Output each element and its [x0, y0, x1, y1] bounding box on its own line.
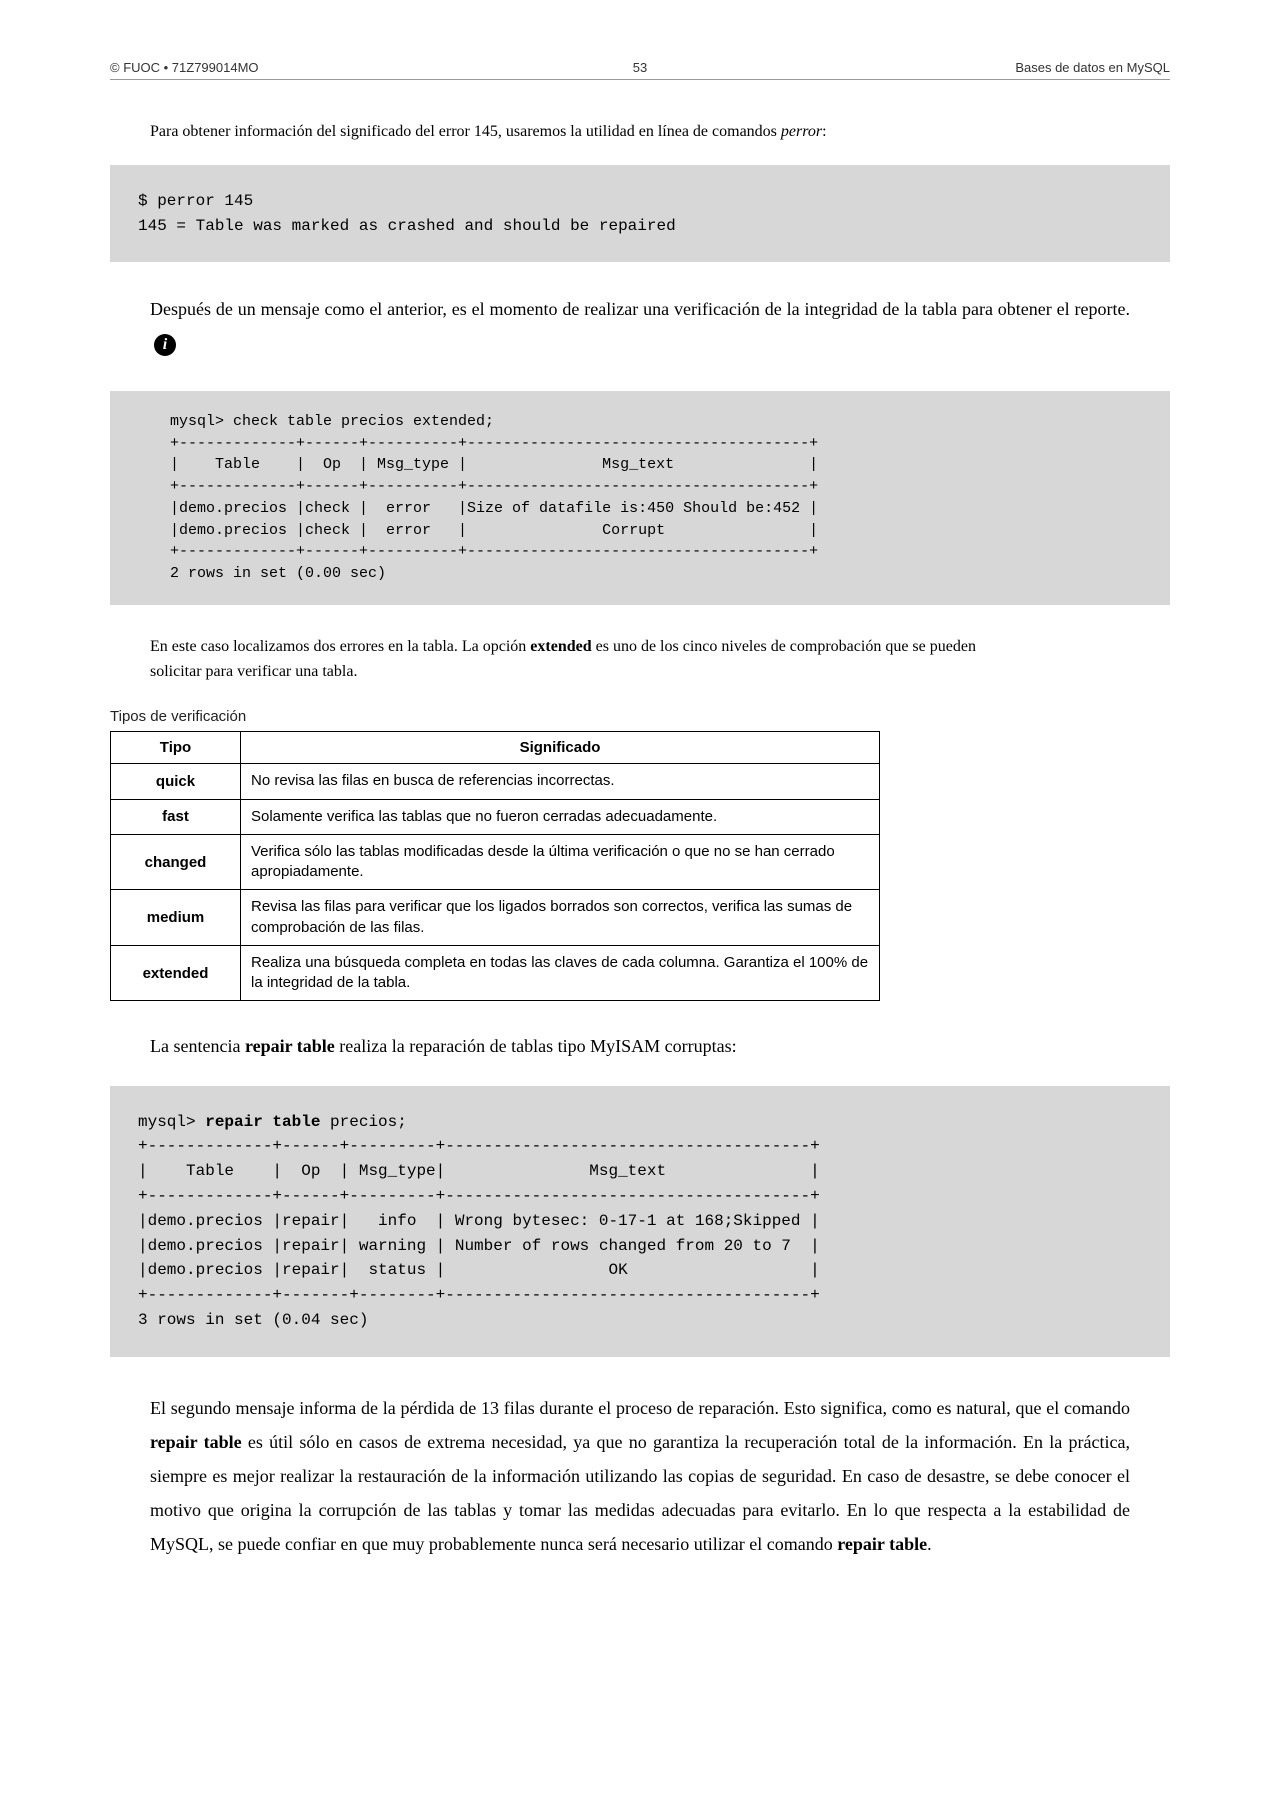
table-row: quick No revisa las filas en busca de re…: [111, 764, 880, 799]
repair-table-term: repair table: [150, 1432, 242, 1452]
header-left: © FUOC • 71Z799014MO: [110, 60, 463, 75]
header-right: Bases de datos en MySQL: [817, 60, 1170, 75]
paragraph-verify: Después de un mensaje como el anterior, …: [150, 292, 1130, 360]
table-row: fast Solamente verifica las tablas que n…: [111, 799, 880, 834]
header-page-number: 53: [463, 60, 816, 75]
type-cell: fast: [111, 799, 241, 834]
text: :: [822, 123, 826, 140]
desc-cell: Realiza una búsqueda completa en todas l…: [241, 945, 880, 1001]
desc-cell: Solamente verifica las tablas que no fue…: [241, 799, 880, 834]
text: El segundo mensaje informa de la pérdida…: [150, 1398, 1130, 1418]
text: La sentencia: [150, 1036, 245, 1056]
page-header: © FUOC • 71Z799014MO 53 Bases de datos e…: [110, 60, 1170, 80]
text: .: [927, 1534, 932, 1554]
text: es útil sólo en casos de extrema necesid…: [150, 1432, 1130, 1555]
type-cell: changed: [111, 834, 241, 890]
code-block-check-table: mysql> check table precios extended; +--…: [110, 391, 1170, 605]
table-header-row: Tipo Significado: [111, 732, 880, 764]
code-block-perror: $ perror 145 145 = Table was marked as c…: [110, 165, 1170, 263]
text: Después de un mensaje como el anterior, …: [150, 299, 1130, 319]
prompt: mysql>: [138, 1113, 205, 1131]
table-row: extended Realiza una búsqueda completa e…: [111, 945, 880, 1001]
col-header-significado: Significado: [241, 732, 880, 764]
code-block-repair-table: mysql> repair table precios; +----------…: [110, 1086, 1170, 1357]
desc-cell: No revisa las filas en busca de referenc…: [241, 764, 880, 799]
table-row: medium Revisa las filas para verificar q…: [111, 890, 880, 946]
table-row: changed Verifica sólo las tablas modific…: [111, 834, 880, 890]
type-cell: medium: [111, 890, 241, 946]
type-cell: extended: [111, 945, 241, 1001]
paragraph-extended-note: En este caso localizamos dos errores en …: [150, 635, 1010, 685]
repair-command: repair table: [205, 1113, 320, 1131]
code-rest: precios; +-------------+------+---------…: [138, 1113, 820, 1329]
col-header-tipo: Tipo: [111, 732, 241, 764]
text: En este caso localizamos dos errores en …: [150, 638, 530, 655]
desc-cell: Revisa las filas para verificar que los …: [241, 890, 880, 946]
perror-term: perror: [781, 123, 822, 140]
paragraph-intro: Para obtener información del significado…: [150, 120, 1010, 145]
desc-cell: Verifica sólo las tablas modificadas des…: [241, 834, 880, 890]
info-icon: i: [154, 334, 176, 356]
type-cell: quick: [111, 764, 241, 799]
extended-term: extended: [530, 638, 591, 655]
table-caption: Tipos de verificación: [110, 708, 1170, 725]
paragraph-repair-intro: La sentencia repair table realiza la rep…: [150, 1029, 1130, 1063]
text: realiza la reparación de tablas tipo MyI…: [335, 1036, 737, 1056]
verification-types-table: Tipo Significado quick No revisa las fil…: [110, 731, 880, 1001]
repair-table-term: repair table: [245, 1036, 335, 1056]
repair-table-term: repair table: [837, 1534, 927, 1554]
text: Para obtener información del significado…: [150, 123, 781, 140]
paragraph-conclusion: El segundo mensaje informa de la pérdida…: [150, 1391, 1130, 1562]
